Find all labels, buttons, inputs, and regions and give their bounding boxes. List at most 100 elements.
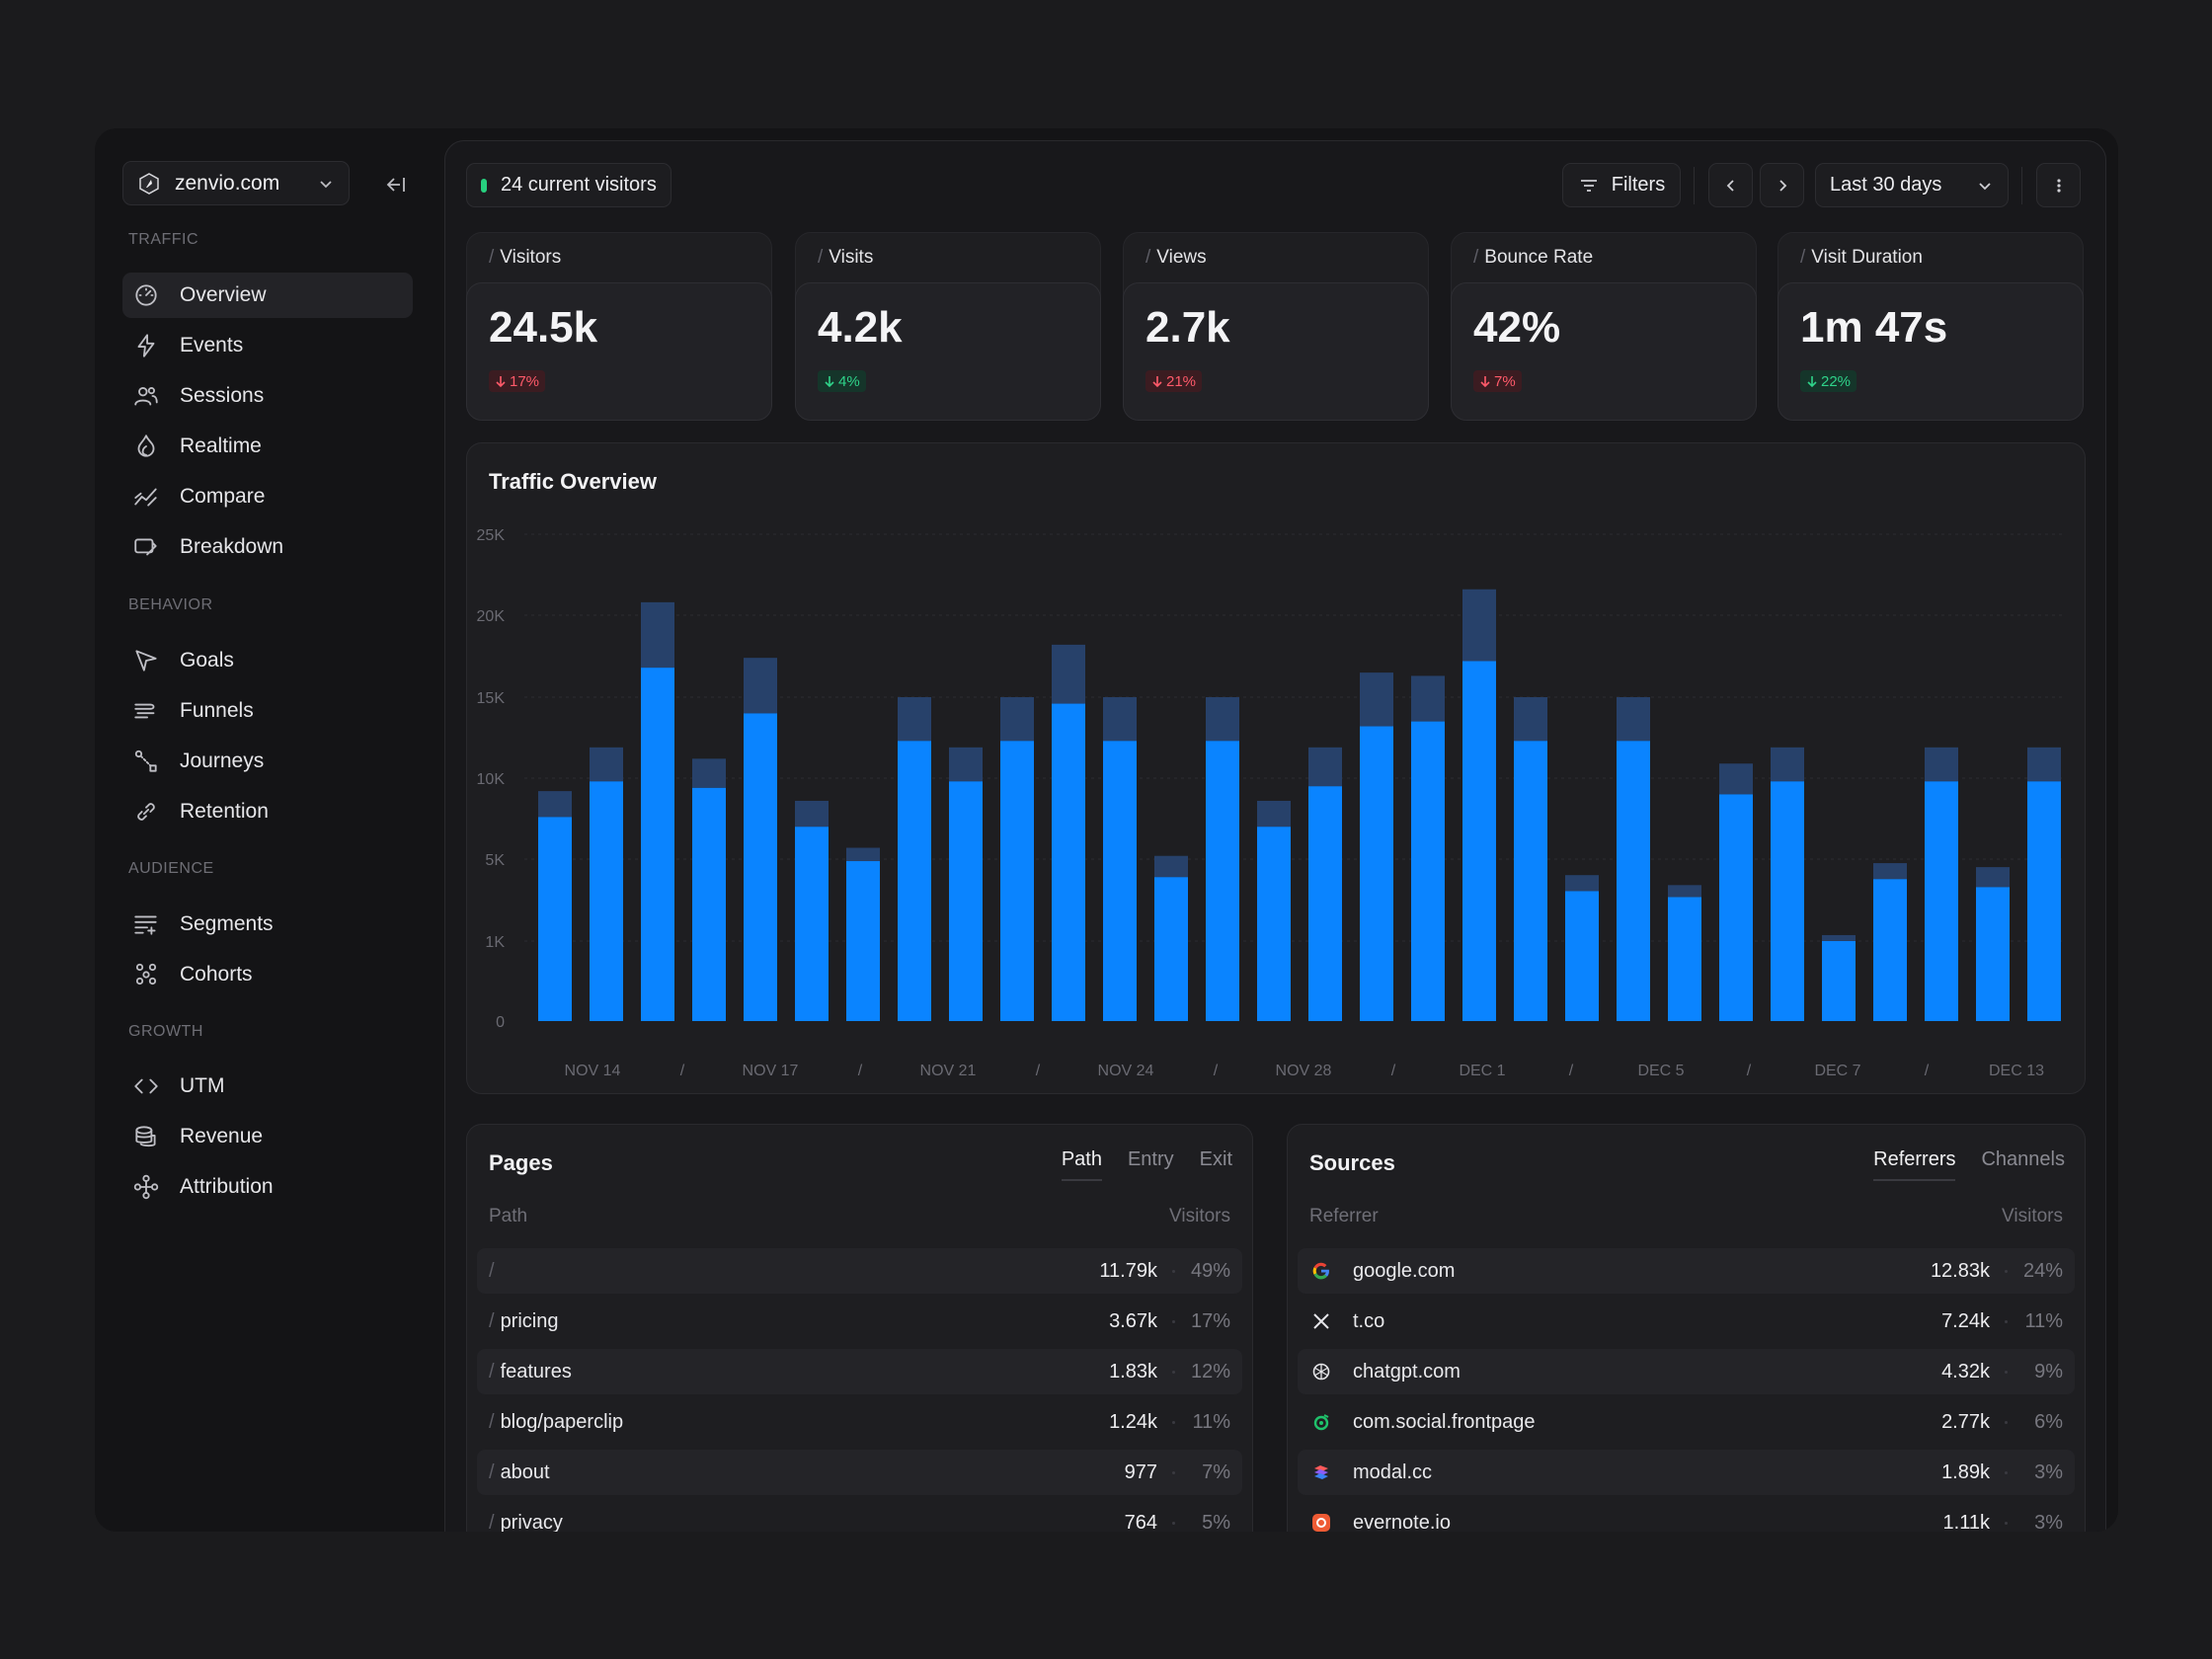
bar-secondary[interactable] <box>1565 875 1599 892</box>
sidebar-item-goals[interactable]: Goals <box>122 638 413 683</box>
bar-secondary[interactable] <box>1206 697 1239 742</box>
bar-primary[interactable] <box>1206 741 1239 1021</box>
stat-card-bounce-rate[interactable]: / Bounce Rate 42% 7% <box>1451 232 1757 421</box>
bar-secondary[interactable] <box>846 847 880 862</box>
bar-primary[interactable] <box>1925 781 1958 1021</box>
sidebar-item-breakdown[interactable]: Breakdown <box>122 524 413 570</box>
bar-primary[interactable] <box>1154 877 1188 1021</box>
bar-secondary[interactable] <box>1514 697 1547 742</box>
bar-secondary[interactable] <box>1257 800 1291 828</box>
bar-secondary[interactable] <box>1462 589 1496 662</box>
bar-secondary[interactable] <box>590 747 623 782</box>
bar-secondary[interactable] <box>1873 863 1907 880</box>
bar-primary[interactable] <box>538 817 572 1021</box>
bar-primary[interactable] <box>1873 879 1907 1021</box>
sidebar-item-segments[interactable]: Segments <box>122 902 413 947</box>
current-visitors-pill[interactable]: 24 current visitors <box>466 163 672 207</box>
bar-secondary[interactable] <box>949 747 983 782</box>
bar-secondary[interactable] <box>538 791 572 818</box>
bar-primary[interactable] <box>590 781 623 1021</box>
stat-card-visitors[interactable]: / Visitors 24.5k 17% <box>466 232 772 421</box>
table-row[interactable]: / blog/paperclip 1.24k 11% <box>477 1399 1242 1445</box>
sidebar-item-events[interactable]: Events <box>122 323 413 368</box>
bar-primary[interactable] <box>1257 827 1291 1021</box>
sidebar-item-overview[interactable]: Overview <box>122 273 413 318</box>
bar-secondary[interactable] <box>692 758 726 788</box>
bar-secondary[interactable] <box>1925 747 1958 782</box>
more-options-button[interactable] <box>2036 163 2081 207</box>
date-range-select[interactable]: Last 30 days <box>1815 163 2009 207</box>
tab-referrers[interactable]: Referrers <box>1873 1148 1956 1181</box>
table-row[interactable]: t.co 7.24k 11% <box>1298 1299 2075 1344</box>
bar-primary[interactable] <box>1000 741 1034 1021</box>
bar-primary[interactable] <box>1514 741 1547 1021</box>
bar-secondary[interactable] <box>2027 747 2061 782</box>
bar-secondary[interactable] <box>1668 885 1701 898</box>
tab-path[interactable]: Path <box>1061 1148 1102 1181</box>
bar-primary[interactable] <box>1771 781 1804 1021</box>
bar-primary[interactable] <box>2027 781 2061 1021</box>
bar-secondary[interactable] <box>1103 697 1137 742</box>
sidebar-item-attribution[interactable]: Attribution <box>122 1164 413 1210</box>
sidebar-item-cohorts[interactable]: Cohorts <box>122 952 413 997</box>
stat-card-visits[interactable]: / Visits 4.2k 4% <box>795 232 1101 421</box>
bar-secondary[interactable] <box>898 697 931 742</box>
sidebar-item-journeys[interactable]: Journeys <box>122 739 413 784</box>
bar-primary[interactable] <box>1411 721 1445 1021</box>
bar-secondary[interactable] <box>795 800 829 828</box>
filters-button[interactable]: Filters <box>1562 163 1681 207</box>
table-row[interactable]: evernote.io 1.11k 3% <box>1298 1500 2075 1532</box>
sidebar-item-sessions[interactable]: Sessions <box>122 373 413 419</box>
bar-secondary[interactable] <box>1154 855 1188 878</box>
table-row[interactable]: modal.cc 1.89k 3% <box>1298 1450 2075 1495</box>
bar-primary[interactable] <box>795 827 829 1021</box>
stat-card-visit-duration[interactable]: / Visit Duration 1m 47s 22% <box>1778 232 2084 421</box>
bar-secondary[interactable] <box>1000 697 1034 742</box>
bar-primary[interactable] <box>1360 726 1393 1021</box>
bar-secondary[interactable] <box>744 658 777 714</box>
bar-primary[interactable] <box>1617 741 1650 1021</box>
bar-primary[interactable] <box>1308 786 1342 1021</box>
sidebar-item-compare[interactable]: Compare <box>122 474 413 519</box>
sidebar-item-funnels[interactable]: Funnels <box>122 688 413 734</box>
bar-secondary[interactable] <box>1822 934 1856 941</box>
sidebar-item-retention[interactable]: Retention <box>122 789 413 834</box>
bar-primary[interactable] <box>744 713 777 1021</box>
sidebar-item-realtime[interactable]: Realtime <box>122 424 413 469</box>
sidebar-item-utm[interactable]: UTM <box>122 1064 413 1109</box>
bar-primary[interactable] <box>1822 941 1856 1021</box>
bar-secondary[interactable] <box>1771 747 1804 782</box>
table-row[interactable]: / pricing 3.67k 17% <box>477 1299 1242 1344</box>
bar-secondary[interactable] <box>1719 763 1753 795</box>
bar-primary[interactable] <box>1052 703 1085 1021</box>
bar-primary[interactable] <box>1462 661 1496 1021</box>
table-row[interactable]: / about 977 7% <box>477 1450 1242 1495</box>
table-row[interactable]: chatgpt.com 4.32k 9% <box>1298 1349 2075 1394</box>
stat-card-views[interactable]: / Views 2.7k 21% <box>1123 232 1429 421</box>
bar-primary[interactable] <box>1668 897 1701 1021</box>
table-row[interactable]: / features 1.83k 12% <box>477 1349 1242 1394</box>
bar-primary[interactable] <box>1103 741 1137 1021</box>
bar-secondary[interactable] <box>641 601 674 669</box>
bar-secondary[interactable] <box>1052 644 1085 704</box>
bar-primary[interactable] <box>949 781 983 1021</box>
bar-primary[interactable] <box>1976 887 2010 1021</box>
bar-primary[interactable] <box>641 668 674 1021</box>
bar-primary[interactable] <box>1565 891 1599 1021</box>
tab-entry[interactable]: Entry <box>1127 1148 1174 1170</box>
bar-primary[interactable] <box>1719 794 1753 1021</box>
collapse-sidebar-button[interactable] <box>381 170 411 199</box>
bar-primary[interactable] <box>846 861 880 1021</box>
bar-secondary[interactable] <box>1308 747 1342 787</box>
bar-secondary[interactable] <box>1360 672 1393 727</box>
tab-exit[interactable]: Exit <box>1199 1148 1232 1170</box>
bar-secondary[interactable] <box>1617 697 1650 742</box>
sidebar-item-revenue[interactable]: Revenue <box>122 1114 413 1159</box>
table-row[interactable]: / privacy 764 5% <box>477 1500 1242 1533</box>
tab-channels[interactable]: Channels <box>1981 1148 2065 1170</box>
bar-secondary[interactable] <box>1411 675 1445 722</box>
table-row[interactable]: com.social.frontpage 2.77k 6% <box>1298 1399 2075 1445</box>
table-row[interactable]: google.com 12.83k 24% <box>1298 1248 2075 1294</box>
table-row[interactable]: / 11.79k 49% <box>477 1248 1242 1294</box>
bar-primary[interactable] <box>898 741 931 1021</box>
